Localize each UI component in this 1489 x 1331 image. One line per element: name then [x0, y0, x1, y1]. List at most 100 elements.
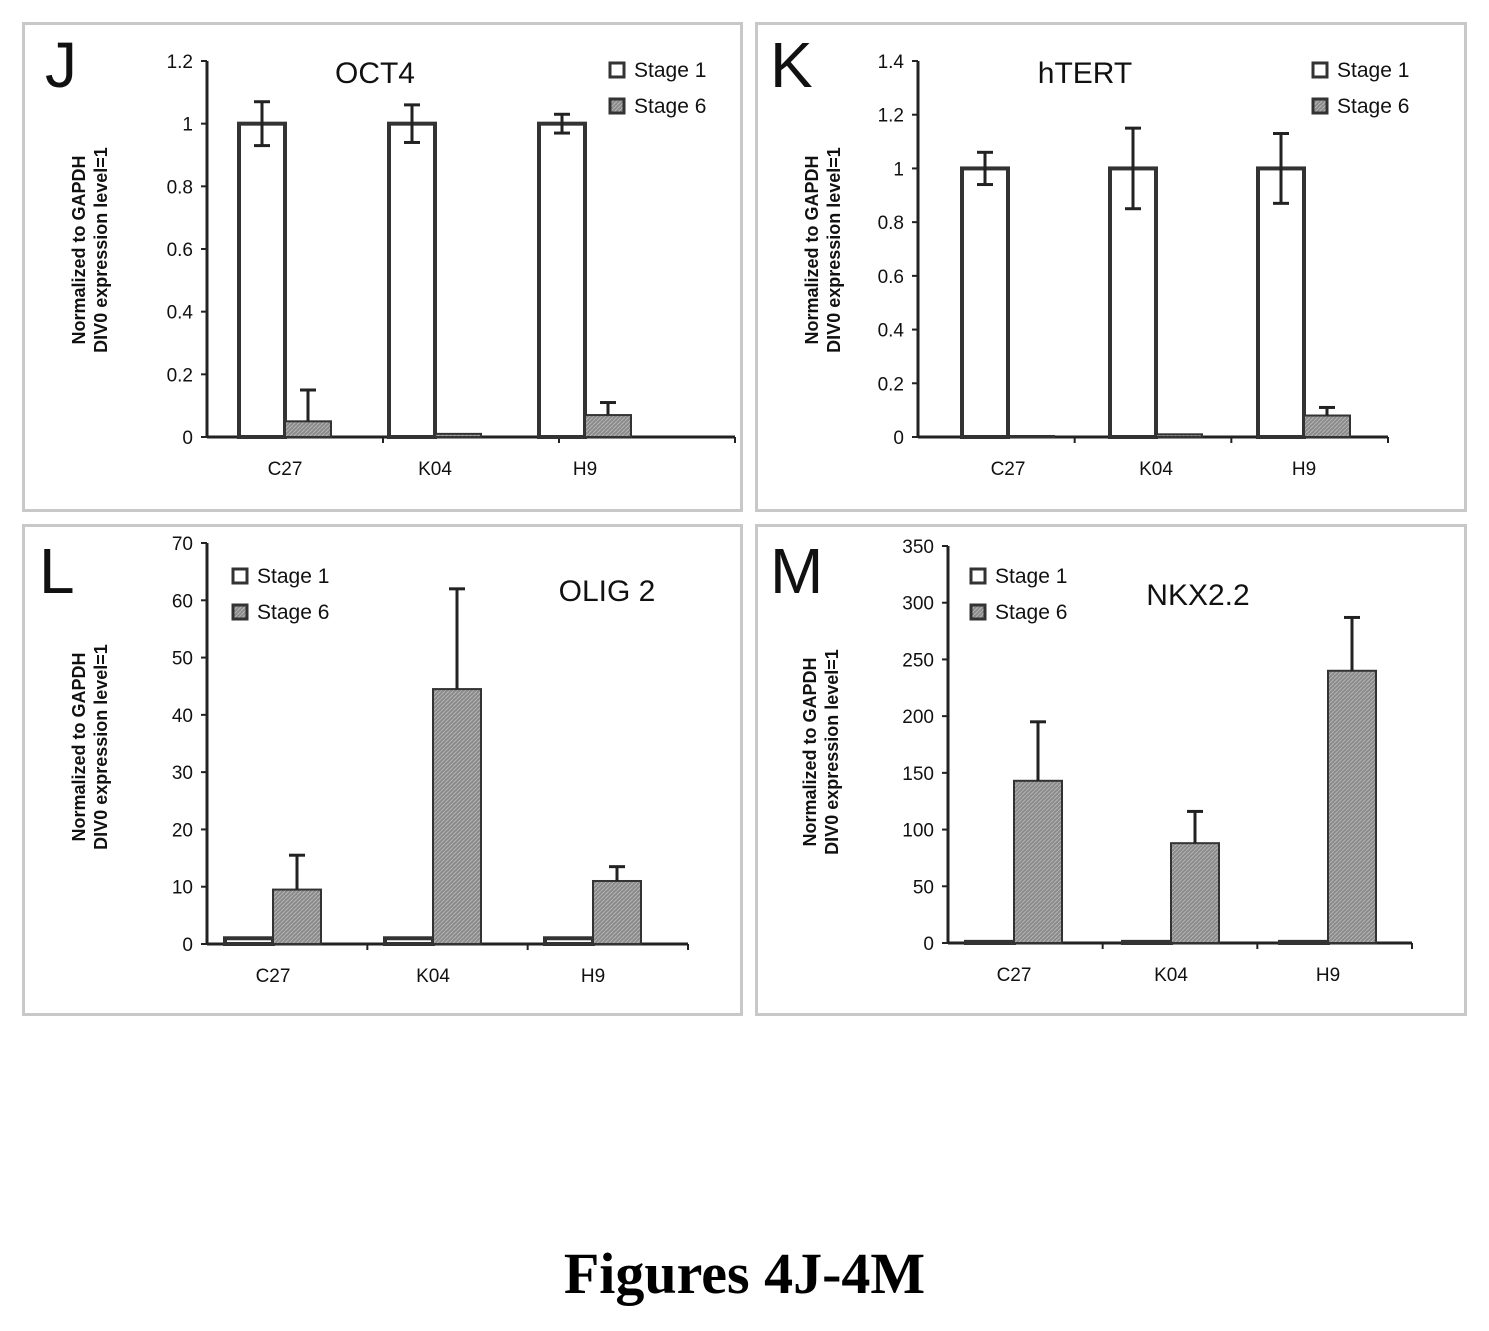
y-tick-label-m: 200 — [902, 707, 934, 728]
x-tick-label-l: C27 — [256, 966, 291, 987]
legend-swatch-j-stage1 — [608, 61, 626, 79]
y-axis-label-k: Normalized to GAPDH DIV0 expression level… — [802, 147, 844, 353]
x-tick-label-m: H9 — [1316, 965, 1340, 986]
x-tick-label-k: C27 — [991, 459, 1026, 480]
y-tick-label-l: 60 — [172, 591, 193, 612]
y-tick-label-l: 0 — [182, 935, 193, 956]
y-tick-label-j: 0.6 — [167, 240, 193, 261]
bar-l-stage6-k04 — [432, 688, 482, 945]
y-axis-label-line-l: DIV0 expression level=1 — [91, 644, 111, 850]
y-tick-label-l: 40 — [172, 706, 193, 727]
legend-swatch-l-stage1 — [231, 567, 249, 585]
y-axis-label-line-k: DIV0 expression level=1 — [824, 147, 844, 353]
bar-k-stage1-k04 — [1108, 166, 1158, 440]
bar-m-stage6-c27 — [1013, 779, 1063, 944]
bar-k-stage6-h9 — [1303, 414, 1351, 438]
y-tick-label-j: 0.4 — [167, 303, 194, 324]
y-tick-label-m: 300 — [902, 594, 934, 615]
legend-swatch-m-stage6 — [969, 603, 987, 621]
bar-k-stage6-c27 — [1007, 435, 1055, 438]
legend-label-k-stage1: Stage 1 — [1337, 59, 1409, 82]
y-tick-label-j: 0 — [182, 428, 193, 449]
y-tick-label-l: 30 — [172, 763, 193, 784]
legend-swatch-m-stage1 — [969, 567, 987, 585]
panel-letter-m: M — [770, 535, 823, 607]
bar-l-stage1-c27 — [223, 936, 275, 946]
y-axis-label-line-l: Normalized to GAPDH — [69, 652, 89, 841]
bar-m-stage1-c27 — [964, 939, 1016, 946]
bar-k-stage6-k04 — [1155, 433, 1203, 439]
figure-caption: Figures 4J-4M — [563, 1241, 926, 1306]
x-tick-label-k: H9 — [1292, 459, 1316, 480]
y-tick-label-m: 100 — [902, 821, 934, 842]
bar-l-stage6-c27 — [272, 888, 322, 946]
bar-m-stage6-k04 — [1170, 842, 1220, 945]
y-axis-label-line-m: Normalized to GAPDH — [800, 657, 820, 846]
chart-title-j: OCT4 — [335, 57, 415, 90]
y-tick-label-k: 0.6 — [878, 267, 904, 288]
bar-m-stage1-k04 — [1121, 939, 1173, 946]
y-tick-label-k: 1.4 — [878, 52, 905, 73]
legend-label-m-stage6: Stage 6 — [995, 601, 1067, 624]
x-tick-label-j: K04 — [418, 459, 452, 480]
chart-title-m: NKX2.2 — [1146, 579, 1249, 612]
y-tick-label-l: 10 — [172, 878, 193, 899]
y-axis-label-line-j: Normalized to GAPDH — [69, 155, 89, 344]
chart-panel-l: L OLIG 2 0 10 20 30 40 50 60 70 Normalized to GAPD… — [22, 524, 743, 1016]
y-tick-label-k: 1.2 — [878, 106, 904, 127]
y-axis-label-m: Normalized to GAPDH DIV0 expression level… — [800, 649, 842, 855]
y-tick-label-k: 0.4 — [878, 321, 905, 342]
bar-j-stage1-c27 — [237, 121, 287, 440]
panel-letter-j: J — [45, 29, 77, 101]
x-tick-label-l: H9 — [581, 966, 605, 987]
chart-j-svg: J OCT4 0 0.2 0.4 0.6 0.8 1 1.2 Normalized to GAPD… — [45, 29, 736, 480]
legend-swatch-k-stage6 — [1311, 97, 1329, 115]
y-tick-label-m: 0 — [923, 934, 934, 955]
chart-m-svg: M NKX2.2 0 50 100 150 200 250 300 350 Normalized t… — [770, 535, 1413, 986]
bar-k-stage1-h9 — [1256, 166, 1306, 440]
legend-label-k-stage6: Stage 6 — [1337, 95, 1409, 118]
y-tick-label-j: 0.8 — [167, 177, 193, 198]
y-tick-label-j: 1.2 — [167, 52, 193, 73]
y-tick-label-m: 150 — [902, 764, 934, 785]
y-tick-label-l: 70 — [172, 534, 193, 555]
legend-label-l-stage1: Stage 1 — [257, 565, 329, 588]
bar-j-stage1-h9 — [537, 121, 587, 440]
bar-j-stage6-h9 — [584, 414, 632, 439]
y-tick-label-l: 20 — [172, 820, 193, 841]
bar-l-stage1-h9 — [543, 936, 595, 946]
x-tick-label-j: C27 — [268, 459, 303, 480]
bar-l-stage1-k04 — [383, 936, 435, 946]
y-axis-label-l: Normalized to GAPDH DIV0 expression level… — [69, 644, 111, 850]
x-tick-label-m: C27 — [997, 965, 1032, 986]
bar-j-stage6-c27 — [284, 420, 332, 439]
panel-letter-l: L — [39, 535, 75, 607]
legend-swatch-l-stage6 — [231, 603, 249, 621]
y-axis-label-line-j: DIV0 expression level=1 — [91, 147, 111, 353]
x-tick-label-j: H9 — [573, 459, 597, 480]
y-tick-label-k: 0.2 — [878, 374, 904, 395]
x-tick-label-l: K04 — [416, 966, 450, 987]
legend-label-m-stage1: Stage 1 — [995, 565, 1067, 588]
legend-label-l-stage6: Stage 6 — [257, 601, 329, 624]
bar-m-stage6-h9 — [1327, 669, 1377, 944]
y-tick-label-k: 1 — [893, 159, 904, 180]
legend-swatch-j-stage6 — [608, 97, 626, 115]
legend-label-j-stage1: Stage 1 — [634, 59, 706, 82]
x-tick-label-m: K04 — [1154, 965, 1188, 986]
y-tick-label-m: 50 — [913, 877, 934, 898]
y-axis-label-j: Normalized to GAPDH DIV0 expression level… — [69, 147, 111, 353]
y-tick-label-k: 0 — [893, 428, 904, 449]
bar-j-stage6-k04 — [434, 432, 482, 439]
y-tick-label-m: 250 — [902, 650, 934, 671]
y-tick-label-l: 50 — [172, 649, 193, 670]
bar-j-stage1-k04 — [387, 121, 437, 440]
y-axis-label-line-m: DIV0 expression level=1 — [822, 649, 842, 855]
legend-label-j-stage6: Stage 6 — [634, 95, 706, 118]
legend-swatch-k-stage1 — [1311, 61, 1329, 79]
y-axis-label-line-k: Normalized to GAPDH — [802, 155, 822, 344]
chart-panel-j: J OCT4 0 0.2 0.4 0.6 0.8 1 1.2 Normalized to GAPD… — [22, 22, 743, 512]
bar-k-stage1-c27 — [960, 166, 1010, 440]
